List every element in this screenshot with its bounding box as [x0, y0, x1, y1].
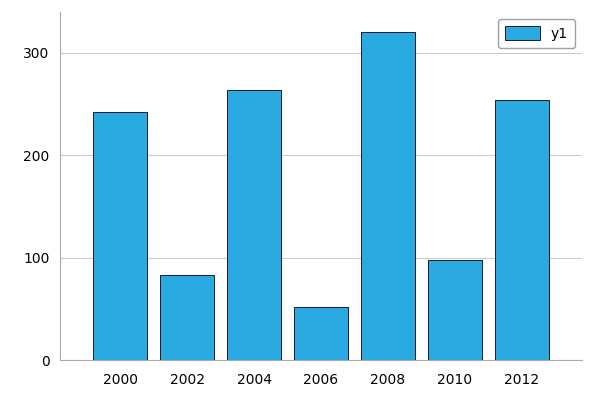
Bar — [160, 275, 214, 360]
Bar — [227, 90, 281, 360]
Bar — [94, 112, 147, 360]
Legend: y1: y1 — [498, 19, 575, 48]
Bar — [294, 307, 348, 360]
Bar — [361, 32, 415, 360]
Bar — [495, 100, 548, 360]
Bar — [428, 260, 482, 360]
